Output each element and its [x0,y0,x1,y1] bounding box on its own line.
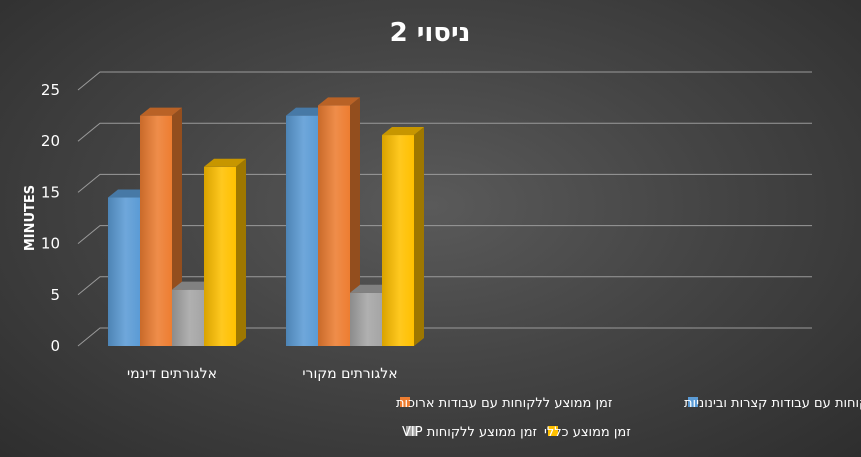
y-tick-label: 0 [50,337,60,355]
gridline-15 [77,173,812,193]
chart-title: ניסוי 2 [390,18,471,48]
legend-item: זמן ממוצע ללקוחות עם עבודות קצרות ובינונ… [684,396,861,411]
gridline-5 [77,276,812,296]
gridline-0 [77,327,812,347]
legend-item: זמן ממוצע ללקוחות VIP [402,425,537,440]
legend-swatch [548,426,558,436]
bars [108,97,424,346]
legend-item: זמן ממוצע כללי [544,425,631,440]
bar [140,107,182,346]
category-label: אלגורתים דינמי [127,366,217,382]
gridlines [77,71,812,347]
y-tick-label: 15 [41,183,60,201]
gridline-10 [77,225,812,244]
legend-swatch [400,397,410,407]
y-axis-ticks: 0 5 10 15 20 25 [41,81,60,355]
bar [382,127,424,346]
y-tick-label: 20 [41,132,60,150]
y-tick-label: 5 [50,286,60,304]
y-tick-label: 25 [41,81,60,99]
legend-swatch [406,426,416,436]
legend-label: זמן ממוצע ללקוחות עם עבודות ארוכות [396,396,612,411]
legend-label: זמן ממוצע כללי [544,425,631,440]
category-labels: אלגורתים דינמי אלגורתים מקורי [127,366,398,382]
y-tick-label: 10 [41,235,60,253]
gridline-20 [77,122,812,142]
legend-label: זמן ממוצע ללקוחות VIP [402,425,537,440]
legend-swatch [688,397,698,407]
category-label: אלגורתים מקורי [302,366,397,382]
bar [318,97,360,346]
bar [204,158,246,346]
legend-label: זמן ממוצע ללקוחות עם עבודות קצרות ובינונ… [684,396,861,411]
legend-item: זמן ממוצע ללקוחות עם עבודות ארוכות [396,396,612,411]
legend: זמן ממוצע ללקוחות עם עבודות קצרות ובינונ… [396,396,861,440]
y-axis-label: MINUTES [23,185,38,251]
gridline-25 [77,71,812,91]
